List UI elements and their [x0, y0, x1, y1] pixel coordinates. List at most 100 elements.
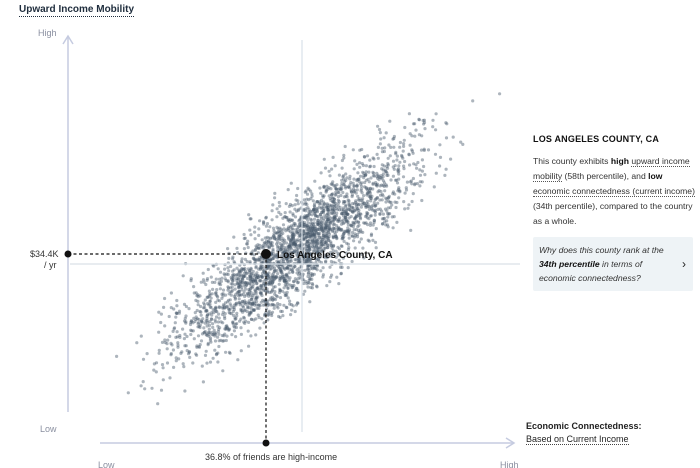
scatter-point: [255, 245, 259, 250]
scatter-point: [294, 238, 298, 242]
scatter-point: [191, 321, 195, 325]
scatter-point: [354, 228, 358, 232]
scatter-point: [291, 241, 295, 245]
scatter-point: [200, 319, 204, 323]
scatter-point: [296, 277, 300, 281]
scatter-point: [339, 244, 343, 248]
scatter-point: [394, 205, 398, 210]
scatter-point: [353, 221, 357, 225]
scatter-point: [321, 266, 325, 270]
scatter-point: [357, 214, 362, 218]
scatter-point: [290, 231, 294, 235]
scatter-point: [258, 219, 262, 223]
scatter-point: [292, 239, 296, 243]
scatter-point: [398, 140, 402, 145]
y-axis-title[interactable]: Upward Income Mobility: [19, 4, 135, 17]
scatter-point: [315, 207, 319, 211]
scatter-point: [288, 202, 292, 207]
scatter-point: [287, 225, 291, 229]
scatter-point: [341, 209, 345, 213]
scatter-point: [257, 227, 261, 231]
scatter-point: [351, 201, 355, 206]
scatter-point: [313, 246, 317, 250]
scatter-point: [332, 205, 337, 209]
scatter-point: [422, 147, 426, 151]
scatter-point: [269, 276, 273, 280]
scatter-point: [298, 228, 302, 232]
scatter-point: [224, 338, 228, 343]
scatter-point: [254, 292, 258, 296]
scatter-point: [257, 274, 261, 278]
scatter-point: [313, 235, 317, 239]
scatter-point: [326, 236, 330, 240]
scatter-point: [252, 292, 256, 296]
scatter-point: [315, 210, 320, 214]
scatter-point: [288, 217, 292, 221]
scatter-point: [191, 329, 195, 333]
scatter-point: [368, 165, 372, 169]
scatter-point: [302, 278, 306, 282]
scatter-point: [228, 290, 232, 294]
why-rank-question-card[interactable]: Why does this county rank at the 34th pe…: [533, 237, 693, 291]
scatter-point: [297, 251, 301, 255]
scatter-point: [233, 325, 237, 329]
scatter-point: [289, 243, 293, 247]
scatter-point: [291, 235, 295, 239]
scatter-point: [194, 291, 198, 295]
scatter-point: [371, 187, 375, 191]
scatter-point: [461, 142, 465, 146]
scatter-point: [408, 143, 412, 147]
scatter-point: [252, 308, 256, 312]
scatter-point: [346, 248, 350, 252]
scatter-point: [316, 222, 320, 226]
x-axis-subtitle[interactable]: Based on Current Income: [526, 434, 629, 445]
scatter-point: [339, 227, 344, 231]
scatter-point: [340, 208, 344, 212]
scatter-point: [245, 271, 249, 275]
scatter-point: [281, 237, 285, 241]
scatter-point: [347, 246, 351, 250]
scatter-point: [305, 251, 309, 256]
scatter-point: [325, 216, 330, 220]
scatter-point: [320, 210, 324, 215]
scatter-point: [290, 234, 294, 238]
scatter-point: [323, 214, 327, 218]
economic-connectedness-term[interactable]: economic connectedness (current income): [533, 186, 695, 197]
scatter-point: [307, 243, 311, 247]
scatter-point: [194, 298, 198, 302]
scatter-point: [293, 223, 297, 227]
scatter-point: [350, 194, 354, 199]
scatter-point: [304, 214, 309, 218]
scatter-point: [390, 215, 394, 219]
scatter-point: [324, 224, 328, 228]
scatter-point: [253, 275, 258, 279]
scatter-point: [395, 154, 399, 158]
scatter-point: [422, 122, 426, 126]
scatter-point: [288, 276, 292, 280]
scatter-point: [328, 218, 332, 222]
scatter-point: [226, 266, 230, 270]
scatter-point: [188, 322, 193, 327]
scatter-point: [243, 309, 247, 313]
scatter-point: [368, 194, 373, 198]
scatter-point: [280, 229, 284, 233]
scatter-point: [229, 312, 233, 316]
scatter-point: [337, 225, 341, 229]
scatter-point: [335, 275, 339, 279]
scatter-point: [292, 221, 296, 225]
scatter-point: [291, 237, 295, 241]
scatter-point: [310, 229, 314, 233]
scatter-point: [388, 154, 392, 158]
scatter-point: [306, 285, 310, 289]
scatter-point: [248, 274, 252, 278]
scatter-point: [379, 189, 383, 194]
scatter-point: [243, 287, 248, 291]
upward-income-mobility-term[interactable]: upward income mobility: [533, 156, 690, 182]
scatter-point: [267, 282, 271, 286]
highlight-point[interactable]: [261, 249, 271, 259]
scatter-point: [372, 220, 376, 225]
scatter-point: [254, 244, 258, 248]
scatter-point: [392, 145, 396, 149]
scatter-point: [328, 220, 332, 224]
scatter-point: [308, 226, 312, 230]
